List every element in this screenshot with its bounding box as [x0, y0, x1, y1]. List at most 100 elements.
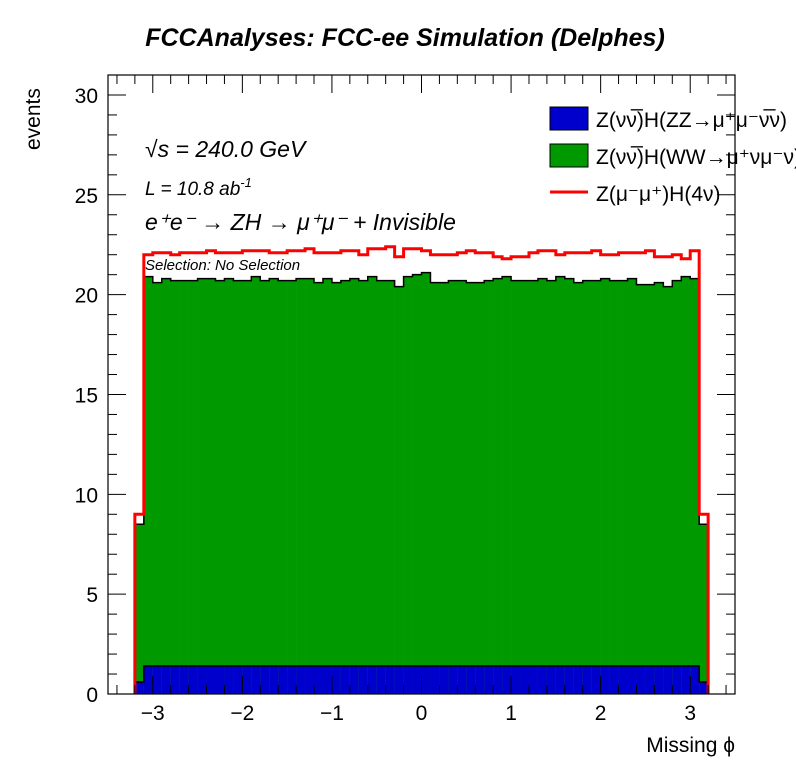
legend: Z(νν̅)H(ZZ→μ⁺μ⁻ν̅ν) Z(νν̅)H(WW→μ⁺νμ⁻ν) Z(μ… — [549, 106, 796, 206]
y-tick-label: 15 — [75, 384, 98, 407]
bar-zz — [296, 666, 306, 694]
bar-zz — [152, 666, 163, 694]
bar-zz — [537, 666, 548, 694]
bar-ww — [537, 278, 548, 694]
bar-ww — [394, 286, 404, 694]
bar-zz — [314, 666, 324, 694]
bar-zz — [582, 666, 592, 694]
x-tick-label: 0 — [416, 702, 428, 725]
bar-ww — [403, 276, 413, 694]
bar-zz — [349, 666, 360, 694]
bar-zz — [457, 666, 467, 694]
bar-zz — [260, 666, 270, 694]
bar-zz — [699, 682, 709, 694]
x-tick-label: −1 — [320, 702, 344, 725]
bar-ww — [448, 280, 458, 694]
bar-zz — [143, 666, 154, 694]
legend-label: Z(νν̅)H(ZZ→μ⁺μ⁻ν̅ν) — [596, 109, 787, 132]
bar-ww — [484, 280, 494, 694]
bar-zz — [636, 666, 646, 694]
bar-zz — [287, 666, 297, 694]
bar-ww — [278, 280, 288, 694]
bar-zz — [134, 682, 145, 694]
y-axis-label: events — [22, 88, 45, 150]
bar-ww — [367, 276, 378, 694]
bar-zz — [197, 666, 207, 694]
bar-zz — [179, 666, 189, 694]
bar-ww — [376, 280, 386, 694]
bar-ww — [224, 278, 234, 694]
line-4nu — [133, 245, 710, 694]
bar-ww — [600, 278, 610, 694]
bar-ww — [170, 280, 180, 694]
bar-zz — [376, 666, 386, 694]
bar-zz — [502, 666, 512, 694]
bar-ww — [591, 280, 601, 694]
bar-zz — [609, 666, 619, 694]
bar-ww — [690, 278, 700, 694]
bar-zz — [430, 666, 440, 694]
bar-ww — [260, 280, 270, 694]
bar-ww — [457, 280, 467, 694]
bar-ww — [546, 280, 557, 694]
bar-zz — [215, 666, 225, 694]
bar-ww — [573, 282, 584, 694]
y-tick-label: 10 — [75, 484, 98, 507]
annotation-lumi: L = 10.8 ab-1 — [145, 175, 252, 200]
bar-ww — [502, 276, 512, 694]
bar-ww — [251, 276, 261, 694]
bar-ww — [663, 286, 673, 694]
bar-zz — [520, 666, 530, 694]
bar-ww — [618, 280, 628, 694]
bar-ww — [421, 272, 431, 694]
bar-ww — [206, 278, 216, 694]
bar-ww — [627, 278, 637, 694]
bar-zz — [690, 666, 700, 694]
bar-ww — [134, 524, 145, 694]
bar-zz — [484, 666, 494, 694]
bar-ww — [493, 278, 503, 694]
bar-ww — [242, 280, 252, 694]
bar-ww — [314, 282, 324, 694]
bar-zz — [233, 666, 243, 694]
bar-zz — [269, 666, 279, 694]
bar-ww — [197, 278, 207, 694]
bar-zz — [340, 666, 351, 694]
bar-zz — [645, 666, 655, 694]
bar-zz — [546, 666, 557, 694]
annotation-selection: Selection: No Selection — [145, 257, 300, 274]
bar-zz — [466, 666, 476, 694]
bar-zz — [528, 666, 539, 694]
bar-zz — [322, 666, 333, 694]
bar-zz — [421, 666, 431, 694]
bar-ww — [179, 280, 189, 694]
bar-zz — [573, 666, 584, 694]
bar-zz — [278, 666, 288, 694]
bar-ww — [645, 284, 655, 694]
bar-zz — [564, 666, 575, 694]
bar-zz — [439, 666, 449, 694]
chart-title: FCCAnalyses: FCC-ee Simulation (Delphes) — [145, 24, 665, 52]
bar-zz — [412, 666, 422, 694]
bar-zz — [591, 666, 601, 694]
bar-zz — [305, 666, 315, 694]
bar-ww — [322, 278, 333, 694]
x-axis-label: Missing ϕ — [646, 734, 735, 757]
bar-zz — [242, 666, 252, 694]
bar-zz — [224, 666, 234, 694]
bar-ww — [161, 278, 171, 694]
bar-zz — [600, 666, 610, 694]
x-tick-label: −2 — [230, 702, 254, 725]
bar-zz — [493, 666, 503, 694]
bar-ww — [564, 278, 575, 694]
bar-ww — [636, 284, 646, 694]
bar-zz — [161, 666, 171, 694]
bar-zz — [511, 666, 521, 694]
bar-zz — [681, 666, 691, 694]
bar-zz — [251, 666, 261, 694]
outline-zz — [134, 665, 709, 694]
y-tick-label: 20 — [75, 285, 98, 308]
bar-zz — [672, 666, 682, 694]
bar-ww — [188, 280, 198, 694]
